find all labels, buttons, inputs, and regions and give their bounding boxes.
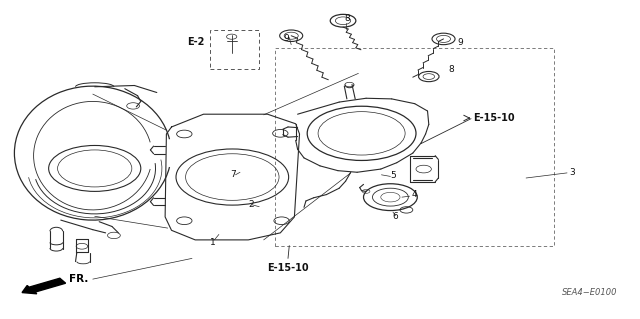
Text: 3: 3 (570, 168, 575, 177)
Text: E-15-10: E-15-10 (267, 263, 309, 273)
Text: E-2: E-2 (188, 37, 205, 48)
Text: SEA4−E0100: SEA4−E0100 (562, 288, 618, 297)
Text: 8: 8 (344, 14, 349, 23)
Text: 5: 5 (390, 171, 396, 180)
Text: E-15-10: E-15-10 (474, 113, 515, 123)
Text: 8: 8 (448, 65, 454, 74)
Text: 7: 7 (230, 170, 236, 179)
Text: 9: 9 (457, 38, 463, 47)
Text: 6: 6 (393, 212, 398, 221)
Text: 9: 9 (284, 34, 289, 43)
Text: 2: 2 (248, 200, 254, 209)
FancyArrow shape (22, 278, 66, 294)
Bar (275, 48, 554, 246)
Text: 4: 4 (412, 190, 417, 199)
Text: 1: 1 (210, 238, 216, 247)
Text: FR.: FR. (69, 274, 88, 284)
